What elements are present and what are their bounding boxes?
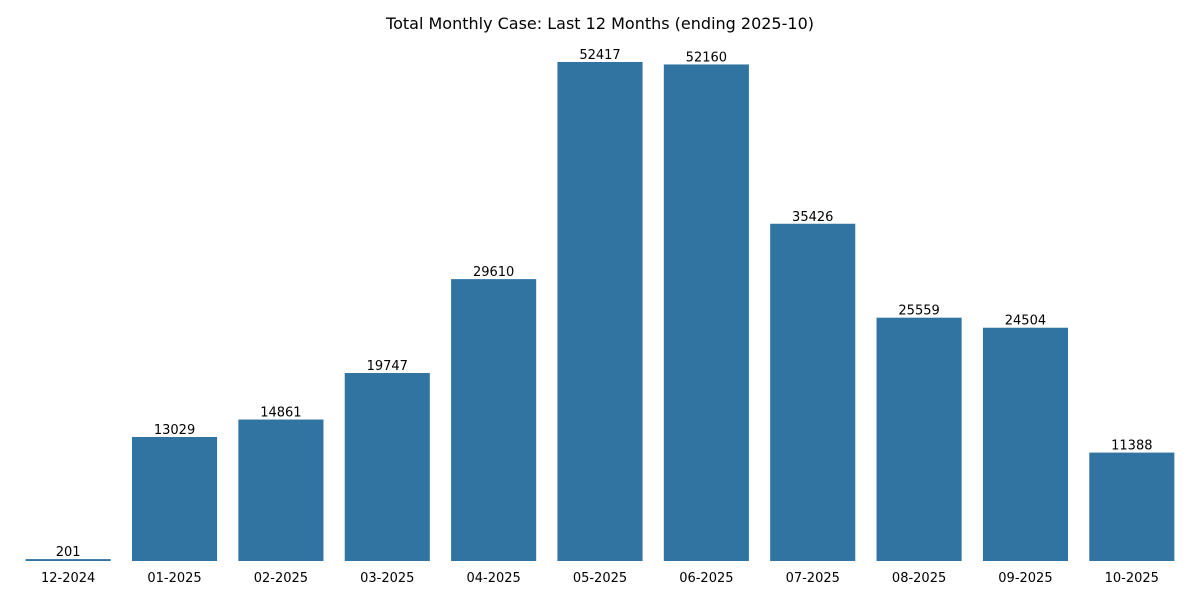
bar-03-2025 [344,373,430,561]
data-label-03-2025: 19747 [367,359,408,374]
bar-04-2025 [451,279,537,561]
bars-layer [25,62,1175,561]
x-tick-label-03-2025: 03-2025 [360,571,414,586]
x-tick-label-07-2025: 07-2025 [786,571,840,586]
x-tick-label-02-2025: 02-2025 [254,571,308,586]
x-tick-label-08-2025: 08-2025 [892,571,946,586]
x-axis-ticks: 12-2024 01-2025 02-2025 03-2025 04-2025 05-20… [41,571,1159,586]
bar-01-2025 [132,436,218,561]
bar-10-2025 [1089,452,1175,561]
data-label-07-2025: 35426 [792,210,833,225]
bar-05-2025 [557,62,643,561]
x-tick-label-01-2025: 01-2025 [147,571,201,586]
data-label-04-2025: 29610 [473,265,514,280]
bar-06-2025 [663,64,749,561]
x-tick-label-05-2025: 05-2025 [573,571,627,586]
bar-12-2024 [25,559,111,561]
data-labels-layer: 201 13029 14861 19747 29610 52417 52160 35426 25… [56,48,1153,560]
data-label-06-2025: 52160 [686,50,727,65]
x-tick-label-09-2025: 09-2025 [998,571,1052,586]
bar-08-2025 [876,317,962,561]
x-tick-label-04-2025: 04-2025 [466,571,520,586]
x-tick-label-12-2024: 12-2024 [41,571,95,586]
data-label-05-2025: 52417 [579,48,620,63]
bar-02-2025 [238,419,324,561]
data-label-09-2025: 24504 [1005,314,1046,329]
x-tick-label-06-2025: 06-2025 [679,571,733,586]
bar-07-2025 [770,223,856,561]
x-tick-label-10-2025: 10-2025 [1105,571,1159,586]
data-label-10-2025: 11388 [1111,439,1152,454]
data-label-01-2025: 13029 [154,423,195,438]
data-label-02-2025: 14861 [260,406,301,421]
bar-09-2025 [982,327,1068,561]
data-label-08-2025: 25559 [898,304,939,319]
data-label-12-2024: 201 [56,545,81,560]
chart-title: Total Monthly Case: Last 12 Months (endi… [385,14,814,33]
